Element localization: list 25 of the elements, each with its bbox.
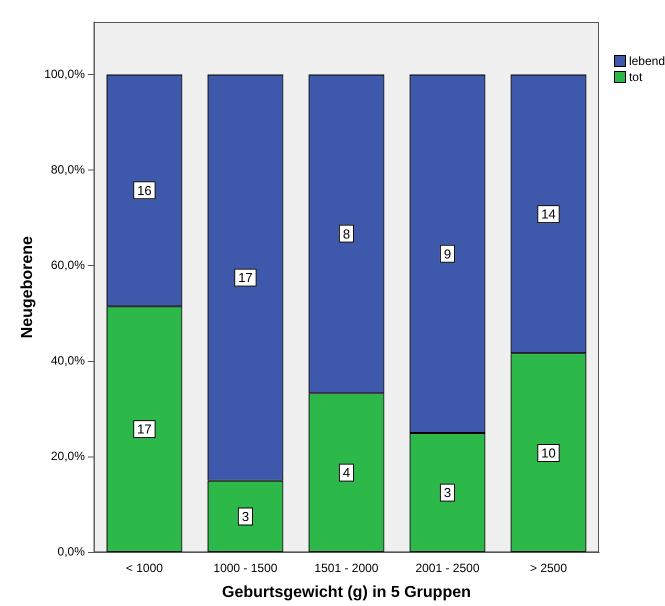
y-tick-label: 80,0% bbox=[50, 162, 86, 176]
text: lebend bbox=[628, 54, 665, 68]
x-axis-title: Geburtsgewicht (g) in 5 Gruppen bbox=[222, 584, 471, 601]
annotation: 16 bbox=[137, 182, 152, 198]
y-tick-label: 60,0% bbox=[50, 258, 86, 272]
x-tick-label: 1000 - 1500 bbox=[213, 560, 278, 575]
annotation: 8 bbox=[342, 226, 350, 242]
y-tick-label: 100,0% bbox=[44, 66, 86, 81]
annotation: 4 bbox=[342, 465, 350, 480]
y-tick-label: 20,0% bbox=[50, 449, 86, 464]
x-tick-label: < 1000 bbox=[126, 560, 164, 575]
x-tick-label: 1501 - 2000 bbox=[314, 560, 379, 575]
annotation: 3 bbox=[444, 485, 452, 500]
legend-label: tot bbox=[628, 70, 642, 84]
annotation: 10 bbox=[541, 446, 556, 461]
x-tick-label: > 2500 bbox=[530, 560, 568, 575]
annotation: 17 bbox=[137, 422, 152, 437]
annotation: 14 bbox=[541, 206, 556, 222]
y-axis-title: Neugeborene bbox=[19, 236, 36, 338]
annotation: 9 bbox=[444, 246, 452, 262]
y-tick-label: 40,0% bbox=[50, 354, 86, 368]
x-tick-label: 2001 - 2500 bbox=[415, 560, 480, 575]
annotation: 17 bbox=[238, 270, 253, 286]
annotation: 3 bbox=[242, 509, 250, 524]
y-tick-label: 0,0% bbox=[58, 544, 86, 559]
